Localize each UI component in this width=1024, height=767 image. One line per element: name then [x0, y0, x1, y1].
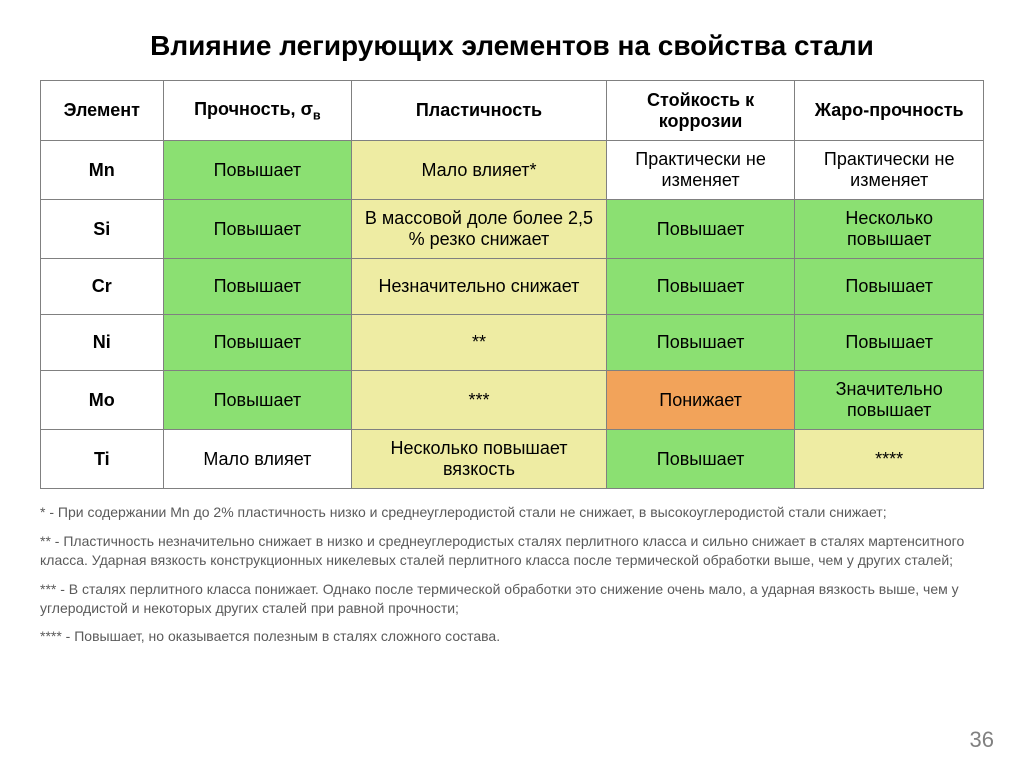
- data-cell: Мало влияет: [163, 430, 352, 489]
- element-cell: Mn: [41, 141, 164, 200]
- data-cell: Несколько повышает вязкость: [352, 430, 607, 489]
- column-header: Пластичность: [352, 81, 607, 141]
- data-cell: Повышает: [606, 259, 795, 315]
- column-header: Стойкость к коррозии: [606, 81, 795, 141]
- data-cell: Повышает: [163, 259, 352, 315]
- footnote: ** - Пластичность незначительно снижает …: [40, 532, 984, 570]
- data-cell: Повышает: [795, 315, 984, 371]
- footnote: *** - В сталях перлитного класса понижае…: [40, 580, 984, 618]
- column-header: Жаро-прочность: [795, 81, 984, 141]
- element-cell: Ni: [41, 315, 164, 371]
- table-header-row: ЭлементПрочность, σвПластичностьСтойкост…: [41, 81, 984, 141]
- data-cell: Несколько повышает: [795, 200, 984, 259]
- data-cell: Повышает: [163, 141, 352, 200]
- alloy-table: ЭлементПрочность, σвПластичностьСтойкост…: [40, 80, 984, 489]
- data-cell: Повышает: [606, 200, 795, 259]
- data-cell: Понижает: [606, 371, 795, 430]
- data-cell: ***: [352, 371, 607, 430]
- data-cell: ****: [795, 430, 984, 489]
- data-cell: Повышает: [163, 315, 352, 371]
- column-header: Элемент: [41, 81, 164, 141]
- data-cell: Повышает: [163, 200, 352, 259]
- column-header: Прочность, σв: [163, 81, 352, 141]
- element-cell: Mo: [41, 371, 164, 430]
- footnotes: * - При содержании Mn до 2% пластичность…: [40, 503, 984, 646]
- data-cell: **: [352, 315, 607, 371]
- table-row: MnПовышаетМало влияет*Практически не изм…: [41, 141, 984, 200]
- data-cell: Значительно повышает: [795, 371, 984, 430]
- element-cell: Si: [41, 200, 164, 259]
- data-cell: Практически не изменяет: [606, 141, 795, 200]
- footnote: * - При содержании Mn до 2% пластичность…: [40, 503, 984, 522]
- page-number: 36: [970, 727, 994, 753]
- data-cell: В массовой доле более 2,5 % резко снижае…: [352, 200, 607, 259]
- element-cell: Cr: [41, 259, 164, 315]
- data-cell: Повышает: [795, 259, 984, 315]
- data-cell: Повышает: [606, 315, 795, 371]
- data-cell: Незначительно снижает: [352, 259, 607, 315]
- table-row: MoПовышает***ПонижаетЗначительно повышае…: [41, 371, 984, 430]
- page-title: Влияние легирующих элементов на свойства…: [40, 30, 984, 62]
- table-row: CrПовышаетНезначительно снижаетПовышаетП…: [41, 259, 984, 315]
- data-cell: Повышает: [606, 430, 795, 489]
- table-row: SiПовышаетВ массовой доле более 2,5 % ре…: [41, 200, 984, 259]
- table-row: NiПовышает**ПовышаетПовышает: [41, 315, 984, 371]
- data-cell: Повышает: [163, 371, 352, 430]
- element-cell: Ti: [41, 430, 164, 489]
- data-cell: Мало влияет*: [352, 141, 607, 200]
- footnote: **** - Повышает, но оказывается полезным…: [40, 627, 984, 646]
- data-cell: Практически не изменяет: [795, 141, 984, 200]
- table-row: TiМало влияетНесколько повышает вязкость…: [41, 430, 984, 489]
